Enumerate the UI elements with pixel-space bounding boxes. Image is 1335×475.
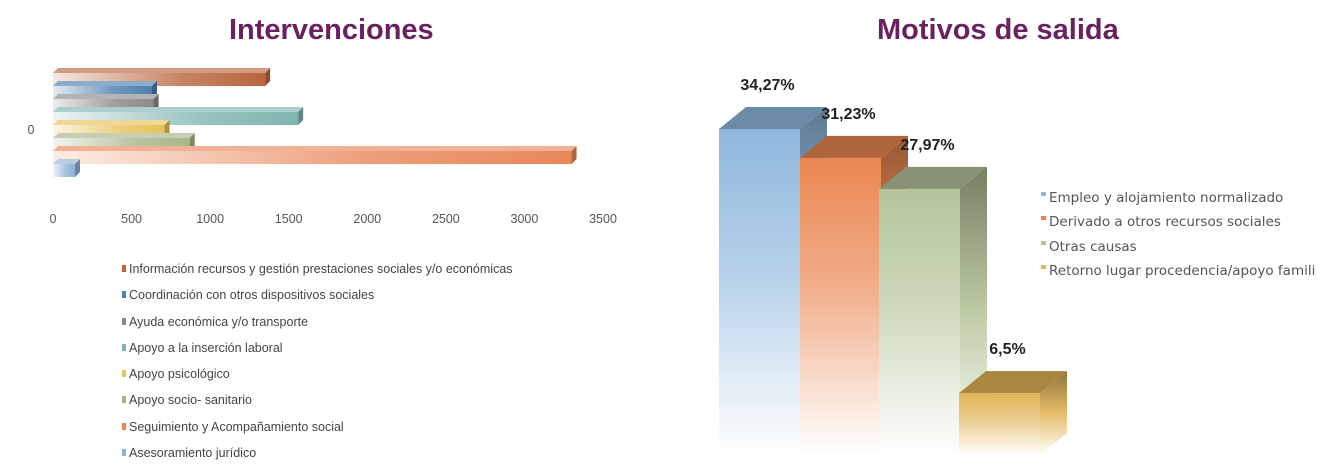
x-tick-label: 1000 [196,212,224,226]
legend-item: Empleo y alojamiento normalizado [1041,190,1315,214]
legend-swatch [1041,216,1046,221]
x-tick-label: 2500 [432,212,460,226]
legend-swatch [122,291,126,299]
legend-item: Apoyo psicológico [122,367,513,393]
x-tick-label: 0 [50,212,57,226]
data-label: 27,97% [900,137,954,154]
legend-swatch [1041,192,1046,196]
legend-swatch [122,265,126,272]
legend-item: Apoyo a la inserción laboral [122,341,513,367]
bar-7 [53,146,577,164]
legend-item: Retorno lugar procedencia/apoyo famili [1041,263,1315,287]
x-tick-label: 3500 [589,212,617,226]
legend-label: Empleo y alojamiento normalizado [1049,190,1284,206]
legend-label: Derivado a otros recursos sociales [1049,214,1281,231]
intervenciones-legend: Información recursos y gestión prestacio… [122,262,513,472]
legend-label: Apoyo socio- sanitario [129,393,252,408]
data-label: 31,23% [821,106,875,123]
x-tick-label: 1500 [275,212,303,226]
legend-swatch [122,370,126,378]
legend-swatch [122,343,126,351]
x-tick-label: 500 [121,212,142,226]
legend-swatch [1041,240,1046,245]
intervenciones-title: Intervenciones [229,14,434,46]
legend-label: Asesoramiento jurídico [129,446,257,461]
legend-label: Otras causas [1049,238,1137,255]
legend-swatch [122,449,126,457]
y-axis-category-label: 0 [28,123,35,137]
motivos-legend: Empleo y alojamiento normalizado Derivado… [1041,190,1315,288]
legend-item: Derivado a otros recursos sociales [1041,214,1315,238]
legend-label: Apoyo psicológico [129,367,230,382]
legend-swatch [122,422,126,430]
data-label: 34,27% [740,77,794,94]
legend-item: Seguimiento y Acompañamiento social [122,420,513,446]
x-tick-label: 3000 [511,212,539,226]
x-tick-label: 2000 [353,212,381,226]
legend-item: Asesoramiento jurídico [122,446,513,472]
legend-item: Información recursos y gestión prestacio… [122,262,513,288]
data-label: 6,5% [989,341,1025,358]
legend-label: Ayuda económica y/o transporte [129,314,309,329]
legend-item: Apoyo socio- sanitario [122,393,513,419]
legend-label: Información recursos y gestión prestacio… [129,262,513,276]
intervenciones-chart: 0 0 500 1000 1500 2000 2500 3000 3500 [28,68,617,226]
legend-item: Coordinación con otros dispositivos soci… [122,288,513,314]
legend-item: Ayuda económica y/o transporte [122,315,513,341]
legend-label: Seguimiento y Acompañamiento social [129,419,344,434]
motivos-title: Motivos de salida [877,14,1119,46]
legend-swatch [1041,265,1046,270]
column-4 [959,371,1067,455]
legend-label: Retorno lugar procedencia/apoyo famili [1049,263,1316,280]
legend-swatch [122,396,126,404]
legend-item: Otras causas [1041,239,1315,263]
legend-swatch [122,317,126,325]
legend-label: Apoyo a la inserción laboral [129,340,283,355]
legend-label: Coordinación con otros dispositivos soci… [129,288,375,303]
bar-8 [53,159,80,177]
